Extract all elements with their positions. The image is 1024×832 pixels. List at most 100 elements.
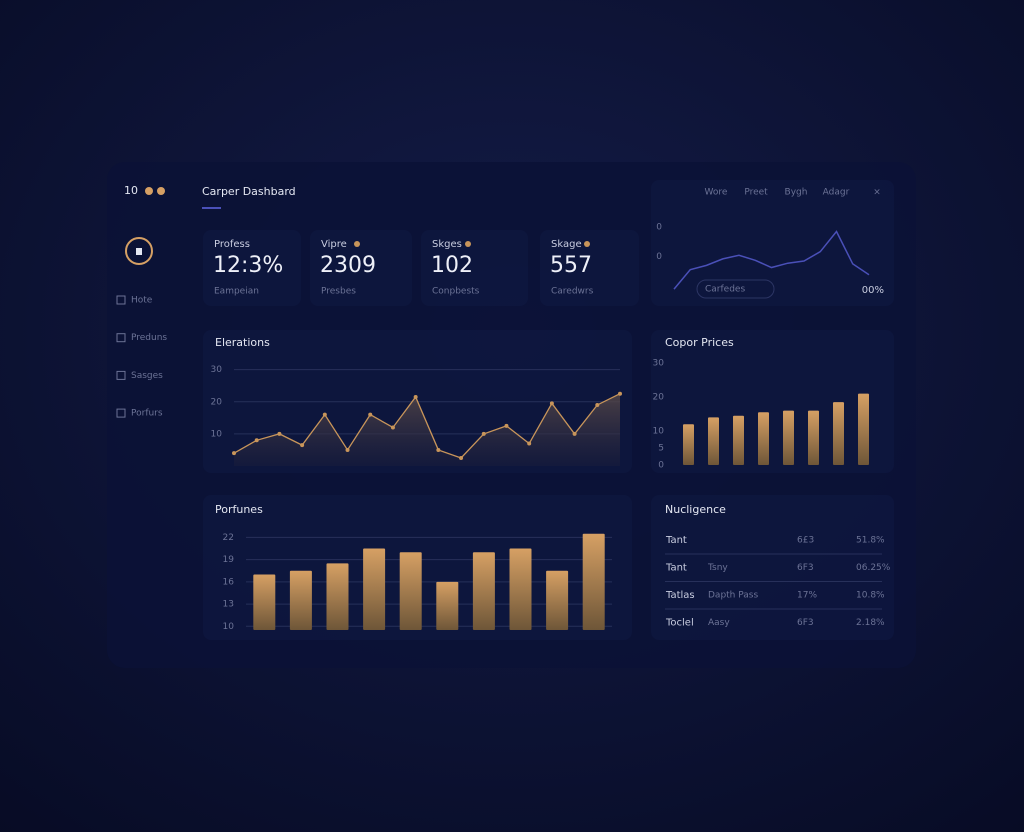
y-tick-label: 10	[223, 622, 235, 632]
bar	[509, 548, 532, 630]
y-tick-label: 10	[211, 429, 223, 439]
bar	[582, 533, 605, 630]
dot	[145, 187, 153, 195]
badge	[696, 279, 775, 299]
header-title: Carper Dashbard	[202, 185, 296, 198]
bar	[733, 415, 744, 465]
bar	[783, 410, 794, 465]
card-title: Porfunes	[215, 503, 263, 516]
table-cell: 6£3	[797, 536, 814, 546]
table-cell: Tsny	[707, 563, 728, 573]
bar	[253, 574, 276, 630]
table-cell: Toclel	[665, 618, 694, 629]
stat-label: Vipre	[321, 239, 347, 250]
table-cell: Aasy	[708, 618, 730, 628]
menu-icon	[116, 295, 126, 305]
bar	[708, 417, 719, 465]
trend-line	[673, 230, 870, 290]
brand: 10	[124, 184, 138, 197]
point	[527, 441, 532, 446]
point	[345, 447, 350, 452]
stat-card	[421, 230, 528, 306]
tab[interactable]: Wore	[705, 188, 728, 198]
stat-card	[203, 230, 301, 306]
point	[436, 447, 441, 452]
y-tick-label: 0	[656, 223, 662, 233]
menu-item[interactable]: Preduns	[131, 333, 167, 343]
bar	[833, 402, 844, 465]
point	[254, 438, 259, 443]
line	[233, 393, 621, 459]
menu-icon	[116, 408, 126, 418]
stat-card	[310, 230, 412, 306]
point	[368, 412, 373, 417]
point	[595, 402, 600, 407]
stat-dot	[584, 241, 590, 247]
y-tick-label: 0	[658, 461, 664, 471]
bar	[436, 581, 459, 630]
y-tick-label: 30	[211, 365, 223, 375]
point	[322, 412, 327, 417]
table-cell: 6F3	[797, 618, 814, 628]
menu-item[interactable]: Porfurs	[131, 409, 163, 419]
area	[234, 393, 620, 466]
point	[390, 425, 395, 430]
logo-icon	[136, 248, 142, 255]
stat-label: Skage	[551, 239, 582, 250]
stat-card	[540, 230, 639, 306]
bar	[472, 552, 495, 630]
trend-card	[651, 180, 894, 306]
table-cell: 17%	[797, 591, 817, 601]
stat-caption: Conpbests	[432, 287, 480, 297]
bar	[289, 570, 312, 630]
badge-text: Carfedes	[705, 285, 745, 295]
table-cell: Tatlas	[665, 590, 695, 601]
table-cell: 06.25%	[856, 563, 891, 573]
stat-caption: Presbes	[321, 287, 356, 297]
tab[interactable]: Adagr	[823, 188, 850, 198]
stat-caption: Caredwrs	[551, 287, 594, 297]
logo	[125, 237, 153, 265]
stat-value: 557	[550, 253, 592, 278]
tab[interactable]: Bygh	[785, 188, 808, 198]
y-tick-label: 19	[223, 555, 235, 565]
dot	[157, 187, 165, 195]
stat-caption: Eampeian	[214, 287, 259, 297]
table-cell: Tant	[665, 535, 687, 546]
point	[572, 431, 577, 436]
bar	[808, 410, 819, 465]
table-card	[651, 495, 894, 640]
y-tick-label: 13	[223, 600, 234, 610]
menu-item[interactable]: Hote	[131, 296, 153, 306]
stat-value: 12:3%	[213, 253, 283, 278]
bar	[546, 570, 569, 630]
y-tick-label: 0	[656, 252, 662, 262]
point	[413, 394, 418, 399]
menu-item[interactable]: Sasges	[131, 371, 163, 381]
y-tick-label: 20	[653, 393, 665, 403]
stat-value: 102	[431, 253, 473, 278]
bar	[399, 552, 422, 630]
card-title: Elerations	[215, 336, 270, 349]
tab[interactable]: Preet	[744, 188, 768, 198]
close[interactable]: ×	[873, 188, 881, 198]
y-tick-label: 30	[653, 359, 665, 369]
stat-value: 2309	[320, 253, 376, 278]
menu-icon	[116, 370, 126, 380]
stat-dot	[354, 241, 360, 247]
stat-label: Skges	[432, 239, 462, 250]
table-cell: 51.8%	[856, 536, 885, 546]
stat-dot	[465, 241, 471, 247]
card-title: Nucligence	[665, 503, 726, 516]
point	[300, 443, 305, 448]
point	[277, 431, 282, 436]
table-cell: 2.18%	[856, 618, 885, 628]
bar	[858, 393, 869, 465]
y-tick-label: 5	[658, 444, 664, 454]
table-cell: 6F3	[797, 563, 814, 573]
bar	[326, 563, 349, 630]
point	[504, 423, 509, 428]
y-tick-label: 22	[223, 533, 234, 543]
point	[232, 451, 236, 456]
card-title: Copor Prices	[665, 336, 734, 349]
